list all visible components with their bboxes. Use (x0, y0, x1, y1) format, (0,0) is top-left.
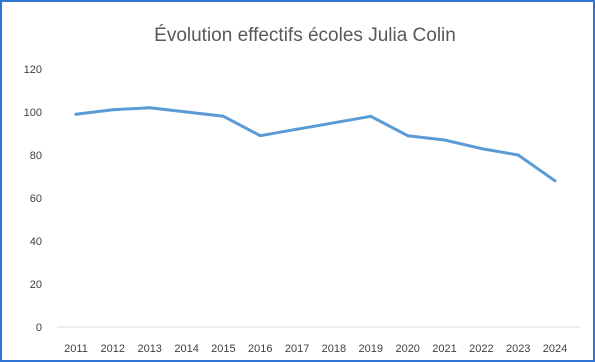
data-point-2020 (406, 134, 410, 138)
data-point-2011 (74, 112, 78, 116)
x-tick-label: 2017 (285, 343, 309, 355)
y-tick-label: 40 (30, 236, 42, 248)
series-group (74, 106, 557, 183)
x-tick-label: 2015 (211, 343, 235, 355)
data-point-2018 (332, 121, 336, 125)
data-point-2023 (516, 153, 520, 157)
data-point-2021 (443, 138, 446, 142)
series-line (74, 106, 557, 183)
x-tick-label: 2013 (137, 343, 161, 355)
x-axis-ticks: 2011 2012 2013 2014 2015 2016 2017 2018 2019 2020… (64, 343, 567, 355)
data-point-2013 (148, 106, 152, 110)
data-point-2024 (553, 179, 557, 183)
y-axis-ticks: 0 20 40 60 80 100 120 (24, 64, 42, 334)
data-point-2012 (111, 108, 115, 112)
y-tick-label: 0 (36, 322, 42, 334)
x-tick-label: 2014 (174, 343, 198, 355)
data-point-2014 (185, 110, 189, 114)
data-point-2022 (479, 147, 483, 151)
chart-frame-edge (593, 0, 595, 362)
x-tick-label: 2016 (248, 343, 272, 355)
x-tick-label: 2011 (64, 343, 88, 355)
x-tick-label: 2021 (432, 343, 456, 355)
x-tick-label: 2012 (101, 343, 125, 355)
y-tick-label: 100 (24, 107, 42, 119)
y-tick-label: 20 (30, 279, 42, 291)
data-point-2015 (221, 114, 225, 118)
x-tick-label: 2023 (506, 343, 530, 355)
x-tick-label: 2020 (395, 343, 419, 355)
x-tick-label: 2019 (359, 343, 383, 355)
data-point-2017 (295, 127, 299, 131)
data-point-2019 (369, 114, 373, 118)
data-point-2016 (258, 134, 262, 138)
y-tick-label: 60 (30, 193, 42, 205)
chart-title: Évolution effectifs écoles Julia Colin (154, 25, 456, 46)
x-tick-label: 2024 (543, 343, 567, 355)
x-tick-label: 2018 (322, 343, 346, 355)
y-tick-label: 80 (30, 150, 42, 162)
y-tick-label: 120 (24, 64, 42, 76)
x-tick-label: 2022 (469, 343, 493, 355)
